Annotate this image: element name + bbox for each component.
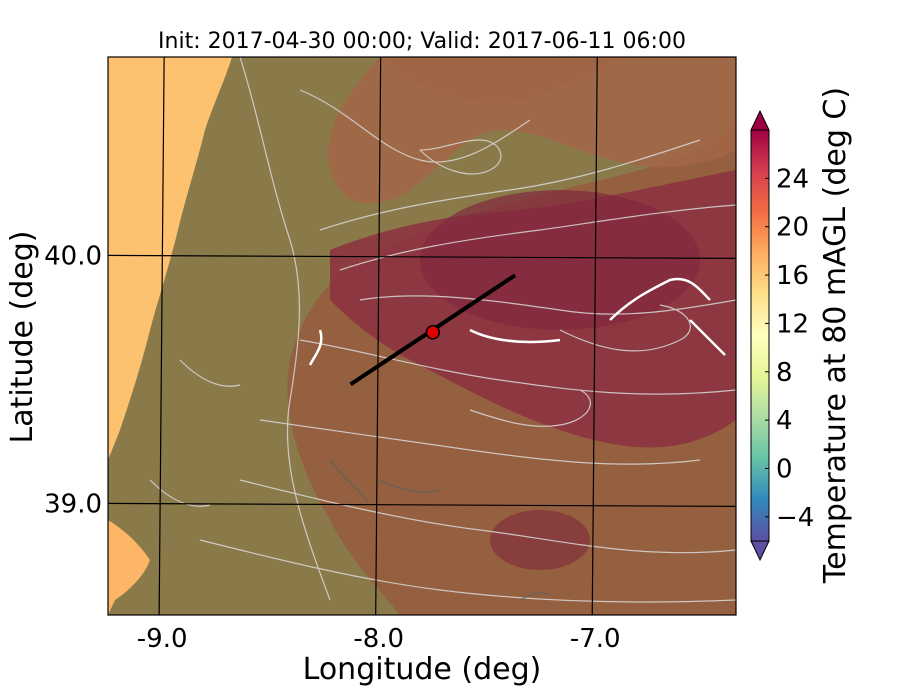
x-axis-label: Longitude (deg) xyxy=(303,652,542,687)
ocean xyxy=(108,57,232,460)
colorbar-label: Temperature at 80 mAGL (deg C) xyxy=(818,87,853,584)
x-tick-label: -9.0 xyxy=(137,624,188,654)
parallel-line xyxy=(107,502,737,507)
rivers xyxy=(308,277,726,366)
temperature-contours xyxy=(149,57,736,603)
hot-spot-south xyxy=(490,510,590,570)
hot-spot xyxy=(420,190,700,330)
y-axis-label: Latitude (deg) xyxy=(5,231,40,444)
colorbar-tick-label: 4 xyxy=(776,406,793,436)
colorbar-tick-label: 24 xyxy=(776,164,809,194)
y-tick-label: 39.0 xyxy=(44,489,102,519)
x-tick-label: -7.0 xyxy=(570,624,621,654)
y-tick-label: 40.0 xyxy=(44,241,102,271)
colorbar-extend-top xyxy=(750,109,770,131)
x-axis-ticks: -9.0 -8.0 -7.0 xyxy=(137,624,621,654)
colorbar-extend-bottom xyxy=(750,540,770,562)
colorbar-tick-label: 8 xyxy=(776,358,793,388)
colorbar-tick-label: 16 xyxy=(776,261,809,291)
meridian-line xyxy=(591,56,598,616)
meridian-line xyxy=(158,56,165,616)
parallel-line xyxy=(107,254,737,259)
gridlines xyxy=(107,56,737,616)
map-frame xyxy=(107,56,737,616)
colorbar-body xyxy=(750,129,770,542)
colorbar: 24 20 16 12 8 4 0 −4 Temperature at 80 mAGL (de… xyxy=(750,87,853,584)
colorbar-ticks: 24 20 16 12 8 4 0 −4 xyxy=(765,164,814,533)
chart-title: Init: 2017-04-30 00:00; Valid: 2017-06-1… xyxy=(158,29,686,54)
colorbar-tick-label: 0 xyxy=(776,454,793,484)
y-axis-ticks: 40.0 39.0 xyxy=(44,241,102,519)
location-marker xyxy=(425,325,441,340)
streams xyxy=(329,459,551,601)
colorbar-tick-label: 20 xyxy=(776,213,809,243)
x-tick-label: -8.0 xyxy=(353,624,404,654)
western-lowland xyxy=(108,57,736,615)
colorbar-tick-label: 12 xyxy=(776,309,809,339)
northern-upland xyxy=(328,57,736,204)
colorbar-tick-label: −4 xyxy=(776,503,814,533)
map-area xyxy=(108,57,736,615)
meridian-line xyxy=(375,56,382,616)
ocean-south xyxy=(108,520,150,615)
